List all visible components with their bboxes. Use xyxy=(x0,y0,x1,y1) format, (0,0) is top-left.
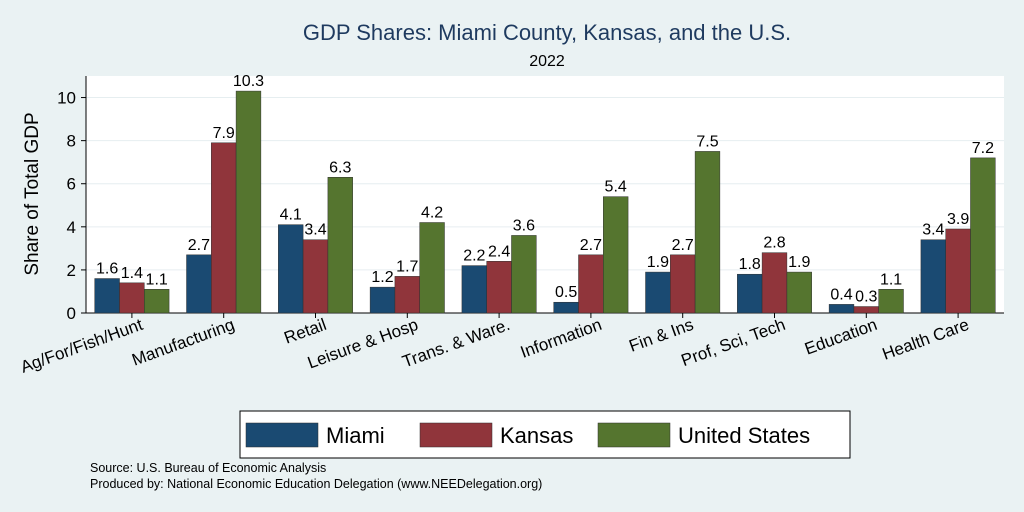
bar[interactable] xyxy=(511,235,537,314)
data-label: 4.1 xyxy=(280,207,302,224)
data-label: 6.3 xyxy=(329,159,351,176)
bar[interactable] xyxy=(186,254,212,314)
x-tick-label: Manufacturing xyxy=(129,315,237,370)
bar[interactable] xyxy=(970,157,996,314)
x-tick-label: Health Care xyxy=(880,315,972,364)
y-tick-label: 6 xyxy=(67,175,76,194)
data-label: 2.7 xyxy=(672,237,694,254)
data-label: 4.2 xyxy=(421,205,443,222)
chart-subtitle: 2022 xyxy=(529,53,565,70)
bar[interactable] xyxy=(761,252,788,314)
data-label: 2.4 xyxy=(488,243,510,260)
data-label: 10.3 xyxy=(233,73,264,90)
chart-title: GDP Shares: Miami County, Kansas, and th… xyxy=(303,20,791,45)
x-tick-label: Information xyxy=(518,315,604,362)
y-tick-label: 2 xyxy=(67,261,76,280)
source-note: Source: U.S. Bureau of Economic Analysis xyxy=(90,461,326,475)
bar[interactable] xyxy=(211,142,237,314)
x-tick-label: Education xyxy=(802,315,880,359)
data-label: 0.3 xyxy=(855,289,877,306)
data-label: 3.4 xyxy=(304,222,326,239)
data-label: 1.8 xyxy=(739,256,761,273)
bar[interactable] xyxy=(737,273,763,314)
bar[interactable] xyxy=(278,224,304,314)
data-label: 7.5 xyxy=(696,133,718,150)
legend: Miami Kansas United States xyxy=(239,410,851,459)
data-label: 7.9 xyxy=(213,125,235,142)
data-label: 2.8 xyxy=(763,235,785,252)
x-tick-label: Ag/For/Fish/Hunt xyxy=(18,315,145,377)
data-label: 3.6 xyxy=(513,217,535,234)
bar[interactable] xyxy=(670,254,696,314)
bar[interactable] xyxy=(553,301,579,314)
data-label: 1.6 xyxy=(96,261,118,278)
data-label: 7.2 xyxy=(972,140,994,157)
bar[interactable] xyxy=(302,239,329,314)
bar[interactable] xyxy=(786,271,812,314)
data-label: 1.9 xyxy=(647,254,669,271)
bar[interactable] xyxy=(419,222,445,314)
data-label: 0.4 xyxy=(830,286,852,303)
data-label: 0.5 xyxy=(555,284,577,301)
data-label: 2.7 xyxy=(580,237,602,254)
bar[interactable] xyxy=(119,282,145,314)
bar[interactable] xyxy=(945,228,971,314)
x-tick-label: Prof, Sci, Tech xyxy=(679,315,788,370)
legend-label: Kansas xyxy=(500,423,573,448)
y-tick-label: 8 xyxy=(67,132,76,151)
legend-swatch xyxy=(597,422,671,448)
legend-swatch xyxy=(245,422,319,448)
x-tick-label: Retail xyxy=(282,315,329,348)
bar[interactable] xyxy=(94,278,120,314)
data-label: 5.4 xyxy=(605,179,627,196)
bar[interactable] xyxy=(645,271,671,314)
data-label: 3.4 xyxy=(922,222,944,239)
data-label: 1.1 xyxy=(146,271,168,288)
bar[interactable] xyxy=(394,276,420,314)
y-tick-label: 10 xyxy=(57,89,76,108)
bar[interactable] xyxy=(461,265,487,314)
bar[interactable] xyxy=(920,239,946,314)
legend-box xyxy=(239,410,851,459)
data-label: 1.9 xyxy=(788,254,810,271)
legend-label: Miami xyxy=(326,423,385,448)
data-label: 1.4 xyxy=(121,265,143,282)
bar[interactable] xyxy=(235,90,262,314)
legend-swatch xyxy=(419,422,493,448)
data-label: 1.2 xyxy=(371,269,393,286)
data-label: 3.9 xyxy=(947,211,969,228)
y-axis-label: Share of Total GDP xyxy=(22,112,43,275)
bar[interactable] xyxy=(144,289,170,314)
bar[interactable] xyxy=(694,151,721,314)
y-tick-label: 0 xyxy=(67,304,76,323)
bar[interactable] xyxy=(603,196,629,314)
data-label: 2.2 xyxy=(463,248,485,265)
bar[interactable] xyxy=(369,286,396,314)
y-tick-label: 4 xyxy=(67,218,76,237)
data-label: 2.7 xyxy=(188,237,210,254)
bar[interactable] xyxy=(828,304,855,314)
bar[interactable] xyxy=(578,254,604,314)
data-label: 1.1 xyxy=(880,271,902,288)
bar[interactable] xyxy=(878,289,904,314)
data-label: 1.7 xyxy=(396,258,418,275)
bar[interactable] xyxy=(327,177,353,314)
legend-label: United States xyxy=(678,423,810,448)
bar[interactable] xyxy=(853,306,879,314)
producer-note: Produced by: National Economic Education… xyxy=(90,477,542,491)
bar[interactable] xyxy=(486,261,512,314)
